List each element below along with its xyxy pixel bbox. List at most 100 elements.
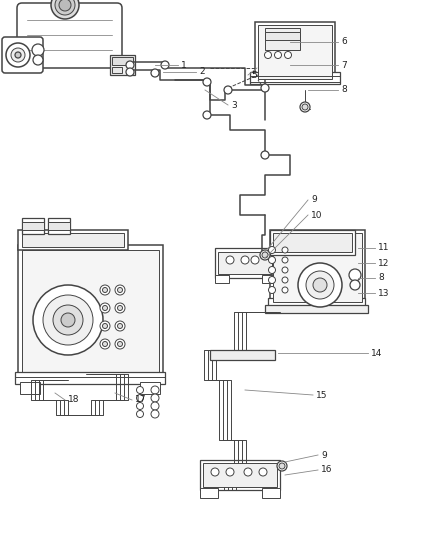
Bar xyxy=(140,382,160,394)
Bar xyxy=(215,275,229,283)
Circle shape xyxy=(275,52,282,59)
Circle shape xyxy=(115,303,125,313)
Circle shape xyxy=(151,386,159,394)
FancyBboxPatch shape xyxy=(17,3,122,68)
Bar xyxy=(22,218,44,234)
Text: 7: 7 xyxy=(341,61,347,69)
Text: 17: 17 xyxy=(135,395,146,405)
Circle shape xyxy=(349,269,361,281)
Text: 5: 5 xyxy=(251,70,257,79)
Text: 3: 3 xyxy=(231,101,237,109)
Text: 2: 2 xyxy=(199,68,205,77)
Text: 15: 15 xyxy=(316,391,328,400)
Circle shape xyxy=(15,52,21,58)
Circle shape xyxy=(282,287,288,293)
Text: 14: 14 xyxy=(371,349,382,358)
Circle shape xyxy=(300,102,310,112)
Circle shape xyxy=(117,342,123,346)
Circle shape xyxy=(43,295,93,345)
Circle shape xyxy=(277,461,287,471)
Circle shape xyxy=(6,43,30,67)
Circle shape xyxy=(53,305,83,335)
Circle shape xyxy=(100,321,110,331)
Circle shape xyxy=(282,247,288,253)
Text: 18: 18 xyxy=(68,395,80,405)
Circle shape xyxy=(137,402,144,409)
Bar xyxy=(22,233,124,247)
Bar xyxy=(20,382,40,394)
Bar xyxy=(270,230,365,305)
Circle shape xyxy=(151,410,159,418)
Bar xyxy=(262,488,280,498)
Circle shape xyxy=(117,287,123,293)
Bar xyxy=(270,230,355,255)
Circle shape xyxy=(298,263,342,307)
Circle shape xyxy=(211,468,219,476)
Circle shape xyxy=(115,285,125,295)
Text: 11: 11 xyxy=(378,244,389,253)
Text: 8: 8 xyxy=(378,273,384,282)
Bar xyxy=(218,252,272,274)
Circle shape xyxy=(282,257,288,263)
Circle shape xyxy=(350,280,360,290)
Bar xyxy=(22,250,159,372)
Circle shape xyxy=(261,84,269,92)
Circle shape xyxy=(262,252,268,258)
Circle shape xyxy=(244,468,252,476)
Bar xyxy=(255,22,335,82)
Circle shape xyxy=(102,342,107,346)
Circle shape xyxy=(302,104,308,110)
Circle shape xyxy=(279,463,285,469)
Text: 9: 9 xyxy=(321,450,327,459)
Circle shape xyxy=(226,256,234,264)
Circle shape xyxy=(313,278,327,292)
Circle shape xyxy=(226,468,234,476)
Circle shape xyxy=(203,111,211,119)
Bar xyxy=(215,248,275,278)
Circle shape xyxy=(265,52,272,59)
Bar xyxy=(22,222,44,230)
Circle shape xyxy=(59,0,71,11)
Circle shape xyxy=(51,0,79,19)
Bar xyxy=(258,25,332,79)
Circle shape xyxy=(33,285,103,355)
Circle shape xyxy=(151,69,159,77)
Circle shape xyxy=(100,339,110,349)
Circle shape xyxy=(102,287,107,293)
Circle shape xyxy=(102,324,107,328)
Circle shape xyxy=(151,394,159,402)
Circle shape xyxy=(117,324,123,328)
FancyBboxPatch shape xyxy=(2,37,43,73)
Circle shape xyxy=(126,68,134,76)
Bar xyxy=(15,372,165,384)
Circle shape xyxy=(115,339,125,349)
Text: 10: 10 xyxy=(311,211,322,220)
Bar xyxy=(210,350,275,360)
Circle shape xyxy=(32,44,44,56)
Circle shape xyxy=(259,468,267,476)
Text: 12: 12 xyxy=(378,259,389,268)
Circle shape xyxy=(137,386,144,393)
Bar xyxy=(250,72,340,84)
Circle shape xyxy=(137,394,144,401)
Circle shape xyxy=(260,250,270,260)
Circle shape xyxy=(102,305,107,311)
Bar xyxy=(18,230,128,250)
Bar xyxy=(265,305,368,313)
Bar xyxy=(273,233,352,252)
Circle shape xyxy=(11,48,25,62)
Circle shape xyxy=(268,287,276,294)
Circle shape xyxy=(137,410,144,417)
Circle shape xyxy=(282,267,288,273)
Circle shape xyxy=(282,277,288,283)
Circle shape xyxy=(268,246,276,254)
Circle shape xyxy=(55,0,75,15)
Bar xyxy=(203,463,277,487)
Text: 1: 1 xyxy=(181,61,187,69)
Circle shape xyxy=(115,321,125,331)
Circle shape xyxy=(268,256,276,263)
Circle shape xyxy=(285,52,292,59)
Text: 8: 8 xyxy=(341,85,347,94)
Circle shape xyxy=(203,78,211,86)
Bar xyxy=(200,460,280,490)
